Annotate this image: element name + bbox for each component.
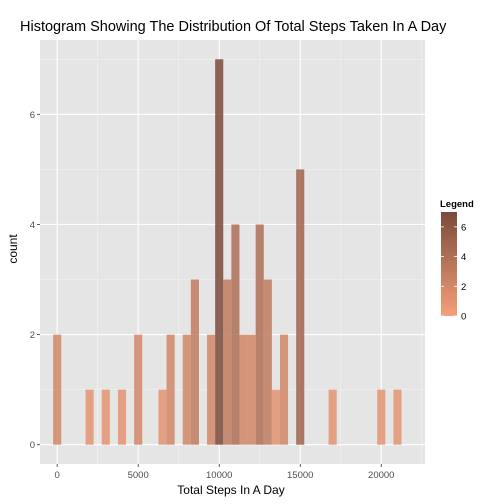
- histogram-bar: [166, 334, 175, 445]
- histogram-bar: [85, 389, 94, 445]
- histogram-bar: [255, 224, 264, 445]
- histogram-bar: [263, 279, 272, 445]
- histogram-bar: [207, 334, 216, 445]
- histogram-bar: [158, 389, 167, 445]
- y-axis-label: count: [6, 234, 20, 264]
- x-tick-label: 5000: [128, 470, 149, 481]
- histogram-bar: [101, 389, 110, 445]
- histogram-bar: [223, 279, 232, 445]
- y-tick-label: 4: [30, 220, 35, 231]
- legend-colorbar: [441, 212, 457, 316]
- histogram-bar: [279, 334, 289, 445]
- histogram-bar: [296, 169, 305, 445]
- histogram-bar: [247, 334, 256, 445]
- y-tick-label: 6: [30, 110, 35, 121]
- legend-tick-label: 2: [461, 282, 466, 293]
- histogram-bars: [53, 59, 402, 445]
- y-tick-label: 0: [30, 440, 35, 451]
- histogram-bar: [134, 334, 143, 445]
- histogram-bar: [271, 389, 280, 445]
- histogram-bar: [215, 59, 224, 445]
- histogram-bar: [182, 334, 191, 445]
- histogram-bar: [393, 389, 402, 445]
- y-axis-ticks: 0 2 4 6: [30, 110, 40, 451]
- legend-tick-label: 0: [461, 312, 466, 323]
- histogram-bar: [328, 389, 337, 445]
- histogram-bar: [377, 389, 386, 445]
- histogram-bar: [239, 334, 248, 445]
- legend-title: Legend: [440, 199, 474, 210]
- histogram-bar: [190, 279, 199, 445]
- histogram-bar: [117, 389, 127, 445]
- legend: Legend 0 2 4 6: [440, 199, 474, 323]
- x-tick-label: 15000: [287, 470, 313, 481]
- legend-tick-label: 4: [461, 252, 466, 263]
- x-tick-label: 0: [55, 470, 60, 481]
- legend-tick-label: 6: [461, 222, 466, 233]
- chart-title: Histogram Showing The Distribution Of To…: [20, 19, 447, 35]
- x-axis-ticks: 0 5000 10000 15000 20000: [55, 464, 394, 481]
- histogram-bar: [53, 334, 62, 445]
- legend-ticks: 0 2 4 6: [441, 222, 466, 323]
- x-tick-label: 20000: [368, 470, 394, 481]
- x-tick-label: 10000: [206, 470, 232, 481]
- x-axis-label: Total Steps In A Day: [177, 483, 284, 497]
- histogram-bar: [231, 224, 240, 445]
- y-tick-label: 2: [30, 330, 35, 341]
